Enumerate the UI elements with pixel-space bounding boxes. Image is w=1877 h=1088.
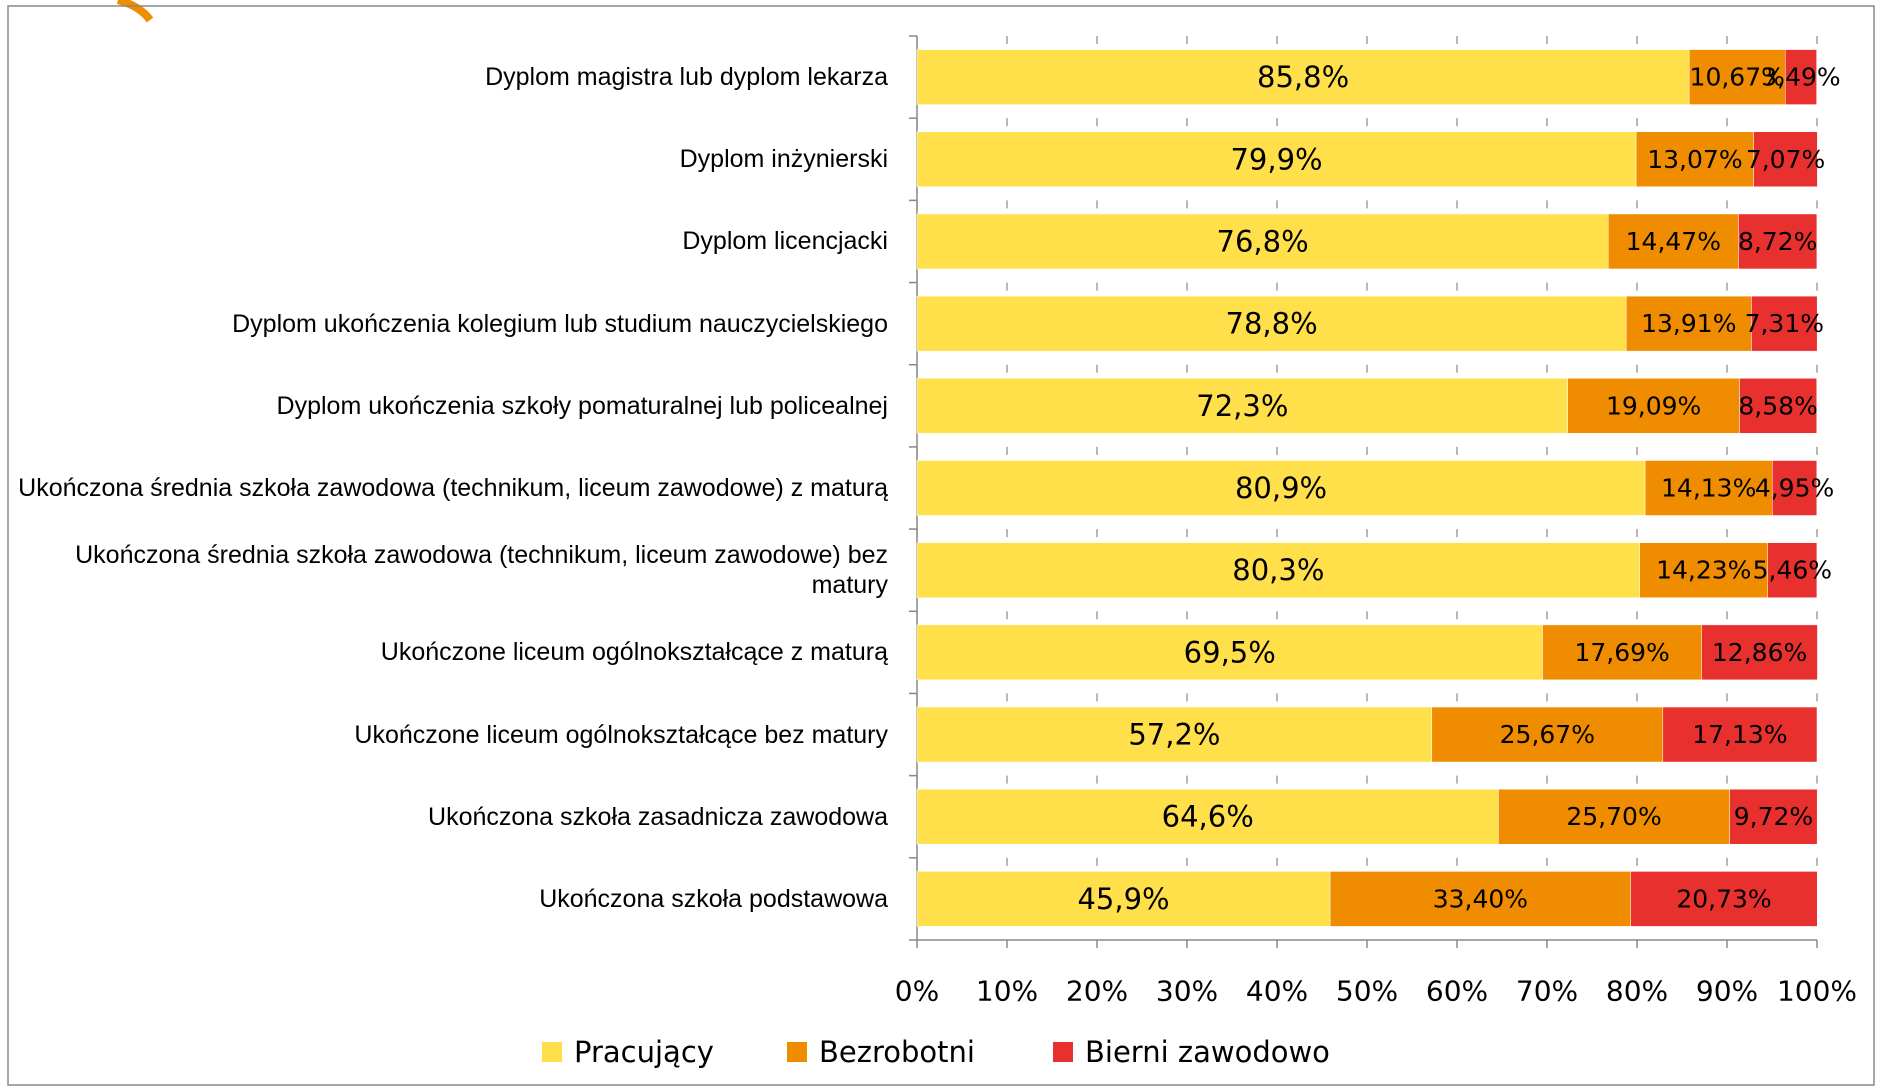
x-tick-label: 30% <box>1156 975 1218 1008</box>
data-label: 57,2% <box>1128 718 1220 752</box>
data-label: 8,58% <box>1738 391 1817 420</box>
data-label: 72,3% <box>1196 389 1288 423</box>
category-label: Ukończona szkoła zasadnicza zawodowa <box>428 802 888 831</box>
x-tick-label: 0% <box>895 975 939 1008</box>
bar-segment <box>916 624 1543 681</box>
legend-swatch <box>542 1042 562 1062</box>
bar-segment <box>1644 460 1773 516</box>
data-label: 25,70% <box>1566 802 1661 831</box>
bar-segment <box>1639 542 1769 598</box>
bar-segment <box>1662 706 1818 763</box>
data-label: 4,95% <box>1755 474 1834 503</box>
bar-segment <box>1630 871 1818 927</box>
data-label: 7,07% <box>1746 145 1825 174</box>
x-tick-label: 50% <box>1336 975 1398 1008</box>
category-label: Ukończona szkoła podstawowa <box>539 884 888 913</box>
bar-segment <box>916 213 1609 270</box>
category-label: Dyplom ukończenia szkoły pomaturalnej lu… <box>276 391 888 420</box>
data-label: 14,47% <box>1626 227 1721 256</box>
data-label: 10,67% <box>1690 63 1785 92</box>
category-label: Ukończona średnia szkoła zawodowa (techn… <box>75 541 888 600</box>
bar-segment <box>1738 213 1818 270</box>
category-label: Ukończone liceum ogólnokształcące z matu… <box>380 638 888 667</box>
data-label: 25,67% <box>1500 720 1595 749</box>
category-label: Dyplom magistra lub dyplom lekarza <box>485 63 888 92</box>
data-label: 85,8% <box>1257 60 1349 94</box>
x-tick-label: 90% <box>1696 975 1758 1008</box>
data-label: 76,8% <box>1217 224 1309 258</box>
bar-segment <box>1625 295 1752 352</box>
bar-segment <box>1753 131 1818 188</box>
legend-label: Pracujący <box>574 1035 714 1069</box>
bar-segment <box>1701 624 1818 681</box>
bar-segment <box>1542 624 1702 681</box>
data-label: 17,13% <box>1692 720 1787 749</box>
bar-segment <box>916 460 1646 516</box>
data-label: 64,6% <box>1162 800 1254 834</box>
bar-segment <box>916 788 1499 845</box>
data-label: 9,72% <box>1734 802 1813 831</box>
chart-frame <box>7 5 1875 1086</box>
bar-segment <box>1607 213 1739 270</box>
x-tick-label: 40% <box>1246 975 1308 1008</box>
data-label: 69,5% <box>1184 635 1276 669</box>
data-label: 19,09% <box>1606 391 1701 420</box>
data-label: 14,13% <box>1661 474 1756 503</box>
bar-segment <box>916 542 1640 598</box>
x-tick-label: 80% <box>1606 975 1668 1008</box>
data-label: 5,46% <box>1753 556 1832 585</box>
bar-segment <box>1739 378 1817 434</box>
logo-swoosh <box>116 0 154 23</box>
bar-segment <box>1751 295 1818 352</box>
bar-segment <box>1767 542 1818 598</box>
x-tick-label: 100% <box>1777 975 1857 1008</box>
x-tick-label: 20% <box>1066 975 1128 1008</box>
bar-segment <box>916 131 1637 188</box>
data-label: 45,9% <box>1077 882 1169 916</box>
bar-segment <box>916 295 1627 352</box>
data-label: 8,72% <box>1738 227 1817 256</box>
data-label: 80,3% <box>1232 553 1324 587</box>
x-tick-label: 60% <box>1426 975 1488 1008</box>
bar-segment <box>1567 378 1740 434</box>
category-label: Ukończona średnia szkoła zawodowa (techn… <box>18 474 888 502</box>
bar-segment <box>1729 788 1818 845</box>
legend-swatch <box>787 1042 807 1062</box>
data-label: 13,91% <box>1641 309 1736 338</box>
data-label: 14,23% <box>1656 556 1751 585</box>
data-label: 78,8% <box>1226 307 1318 341</box>
bar-segment <box>1498 788 1730 845</box>
data-label: 17,69% <box>1574 638 1669 667</box>
bar-segment <box>916 49 1690 105</box>
data-label: 12,86% <box>1712 638 1807 667</box>
bar-segment <box>1784 49 1817 105</box>
x-tick-label: 10% <box>976 975 1038 1008</box>
data-label: 79,9% <box>1230 142 1322 176</box>
bar-segment <box>916 706 1433 763</box>
bar-segment <box>1772 460 1818 516</box>
data-label: 20,73% <box>1676 884 1771 913</box>
data-label: 7,31% <box>1745 309 1824 338</box>
category-label: Dyplom inżynierski <box>679 145 888 174</box>
bar-segment <box>1431 706 1664 763</box>
bar-segment <box>1329 871 1631 927</box>
category-label: Dyplom licencjacki <box>682 227 888 256</box>
x-tick-label: 70% <box>1516 975 1578 1008</box>
data-label: 13,07% <box>1647 145 1742 174</box>
data-label: 80,9% <box>1235 471 1327 505</box>
category-label: Ukończone liceum ogólnokształcące bez ma… <box>354 720 888 749</box>
data-label: 33,40% <box>1433 884 1528 913</box>
legend-swatch <box>1053 1042 1073 1062</box>
bar-segment <box>1635 131 1754 188</box>
category-label: Dyplom ukończenia kolegium lub studium n… <box>232 309 888 338</box>
bar-segment <box>1688 49 1786 105</box>
legend-label: Bierni zawodowo <box>1085 1035 1330 1069</box>
legend-label: Bezrobotni <box>819 1035 975 1069</box>
data-label: 3,49% <box>1761 63 1840 92</box>
